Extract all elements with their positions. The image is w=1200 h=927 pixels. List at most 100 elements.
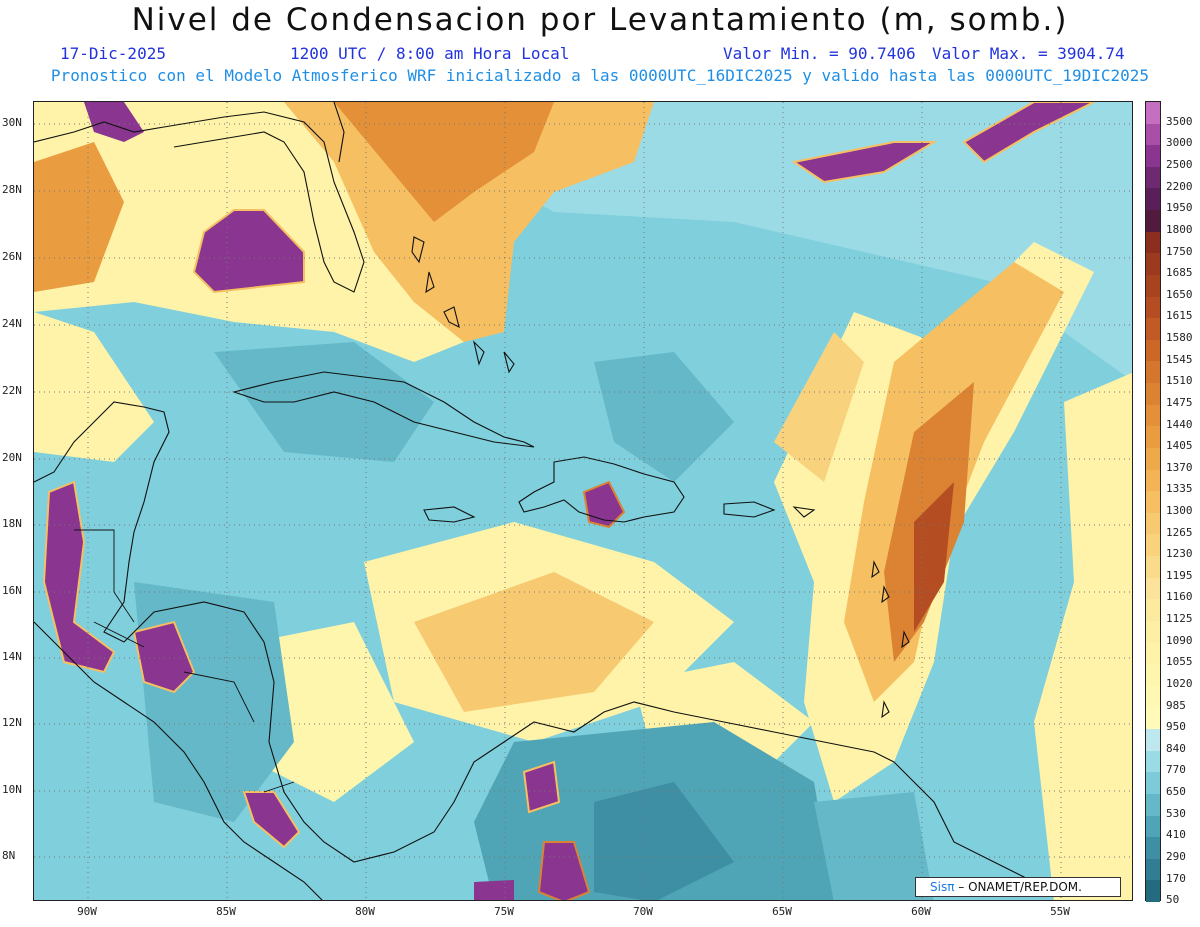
colorbar-swatch <box>1146 599 1160 622</box>
lat-label: 8N <box>2 849 16 862</box>
colorbar-label: 2200 <box>1166 179 1193 193</box>
colorbar-label: 50 <box>1166 893 1180 907</box>
forecast-info: Pronostico con el Modelo Atmosferico WRF… <box>50 66 1150 85</box>
colorbar-swatch <box>1146 880 1160 903</box>
colorbar-swatch <box>1146 361 1160 384</box>
colorbar-label: 290 <box>1166 849 1186 863</box>
colorbar-label: 3000 <box>1166 136 1193 150</box>
colorbar-label: 1545 <box>1166 352 1193 366</box>
colorbar-label: 530 <box>1166 806 1186 820</box>
colorbar-swatch <box>1146 253 1160 276</box>
colorbar-label: 1800 <box>1166 222 1193 236</box>
colorbar-swatch <box>1146 426 1160 449</box>
chart-title: Nivel de Condensacion por Levantamiento … <box>131 2 1069 38</box>
lat-label: 16N <box>2 584 22 597</box>
lat-label: 14N <box>2 650 22 663</box>
colorbar-label: 1750 <box>1166 244 1193 258</box>
colorbar-swatch <box>1146 577 1160 600</box>
lon-label: 90W <box>77 905 97 918</box>
min-value: Valor Min. = 90.7406 <box>723 44 916 63</box>
lat-label: 26N <box>2 250 22 263</box>
colorbar-label: 410 <box>1166 828 1186 842</box>
colorbar-label: 1300 <box>1166 504 1193 517</box>
colorbar-swatch <box>1146 210 1160 233</box>
lcl-map <box>33 101 1133 901</box>
colorbar-swatch <box>1146 145 1160 168</box>
colorbar-swatch <box>1146 404 1160 427</box>
colorbar-label: 1510 <box>1166 374 1193 388</box>
colorbar-swatch <box>1146 837 1160 860</box>
colorbar-swatch <box>1146 729 1160 752</box>
lat-label: 10N <box>2 783 22 796</box>
colorbar-label: 1265 <box>1166 525 1193 539</box>
colorbar-label: 1405 <box>1166 439 1193 453</box>
lon-label: 85W <box>216 905 236 918</box>
colorbar-label: 840 <box>1166 741 1186 755</box>
colorbar-swatch <box>1146 512 1160 535</box>
colorbar-label: 170 <box>1166 871 1186 885</box>
colorbar-swatch <box>1146 556 1160 579</box>
credit-text: – ONAMET/REP.DOM. <box>958 880 1082 894</box>
colorbar-swatch <box>1146 685 1160 708</box>
colorbar-swatch <box>1146 296 1160 319</box>
colorbar-swatch <box>1146 858 1160 881</box>
colorbar-label: 1125 <box>1166 612 1193 626</box>
colorbar-label: 1370 <box>1166 460 1193 474</box>
colorbar-swatch <box>1146 707 1160 730</box>
lat-label: 20N <box>2 451 22 464</box>
colorbar-swatch <box>1146 274 1160 298</box>
colorbar-label: 1335 <box>1166 482 1193 496</box>
credit-box: Sisπ – ONAMET/REP.DOM. <box>915 877 1121 897</box>
colorbar-swatch <box>1146 815 1160 838</box>
colorbar-label: 1650 <box>1166 287 1193 301</box>
colorbar-label: 1950 <box>1166 201 1193 215</box>
colorbar-swatch <box>1146 793 1160 816</box>
lon-label: 70W <box>633 905 653 918</box>
lon-label: 80W <box>355 905 375 918</box>
colorbar-swatch <box>1146 642 1160 665</box>
colorbar-label: 3500 <box>1166 114 1193 128</box>
colorbar-label: 1475 <box>1166 395 1193 409</box>
colorbar-swatch <box>1146 534 1160 557</box>
colorbar-label: 770 <box>1166 763 1186 777</box>
lon-label: 75W <box>494 905 514 918</box>
colorbar-swatch <box>1146 620 1160 644</box>
colorbar-swatch <box>1146 664 1160 687</box>
colorbar-swatch <box>1146 469 1160 492</box>
lat-label: 24N <box>2 317 22 330</box>
colorbar-swatch <box>1146 123 1160 146</box>
colorbar-label: 1580 <box>1166 331 1193 345</box>
colorbar-label: 1195 <box>1166 568 1193 582</box>
colorbar-label: 1055 <box>1166 655 1193 669</box>
lat-label: 28N <box>2 183 22 196</box>
max-value: Valor Max. = 3904.74 <box>932 44 1125 63</box>
colorbar-swatch <box>1146 491 1160 514</box>
lat-label: 22N <box>2 384 22 397</box>
lon-label: 60W <box>911 905 931 918</box>
colorbar-label: 1160 <box>1166 590 1193 604</box>
colorbar-swatch <box>1146 188 1160 211</box>
valid-date: 17-Dic-2025 <box>60 44 166 63</box>
lat-label: 30N <box>2 116 22 129</box>
colorbar-label: 950 <box>1166 720 1186 734</box>
lon-label: 65W <box>772 905 792 918</box>
colorbar-label: 985 <box>1166 698 1186 712</box>
colorbar <box>1145 101 1161 903</box>
colorbar-swatch <box>1146 102 1160 125</box>
colorbar-swatch <box>1146 318 1160 341</box>
colorbar-label: 2500 <box>1166 158 1193 172</box>
colorbar-label: 1440 <box>1166 417 1193 431</box>
colorbar-swatch <box>1146 750 1160 773</box>
colorbar-label: 1020 <box>1166 676 1193 690</box>
colorbar-label: 1615 <box>1166 309 1193 323</box>
credit-brand: Sisπ <box>930 880 955 894</box>
map-field <box>34 102 1132 900</box>
colorbar-swatch <box>1146 339 1160 362</box>
colorbar-swatch <box>1146 231 1160 254</box>
valid-time: 1200 UTC / 8:00 am Hora Local <box>290 44 570 63</box>
colorbar-swatch <box>1146 447 1160 471</box>
colorbar-label: 1090 <box>1166 633 1193 647</box>
colorbar-label: 1685 <box>1166 266 1193 280</box>
colorbar-label: 650 <box>1166 785 1186 799</box>
colorbar-swatch <box>1146 383 1160 406</box>
